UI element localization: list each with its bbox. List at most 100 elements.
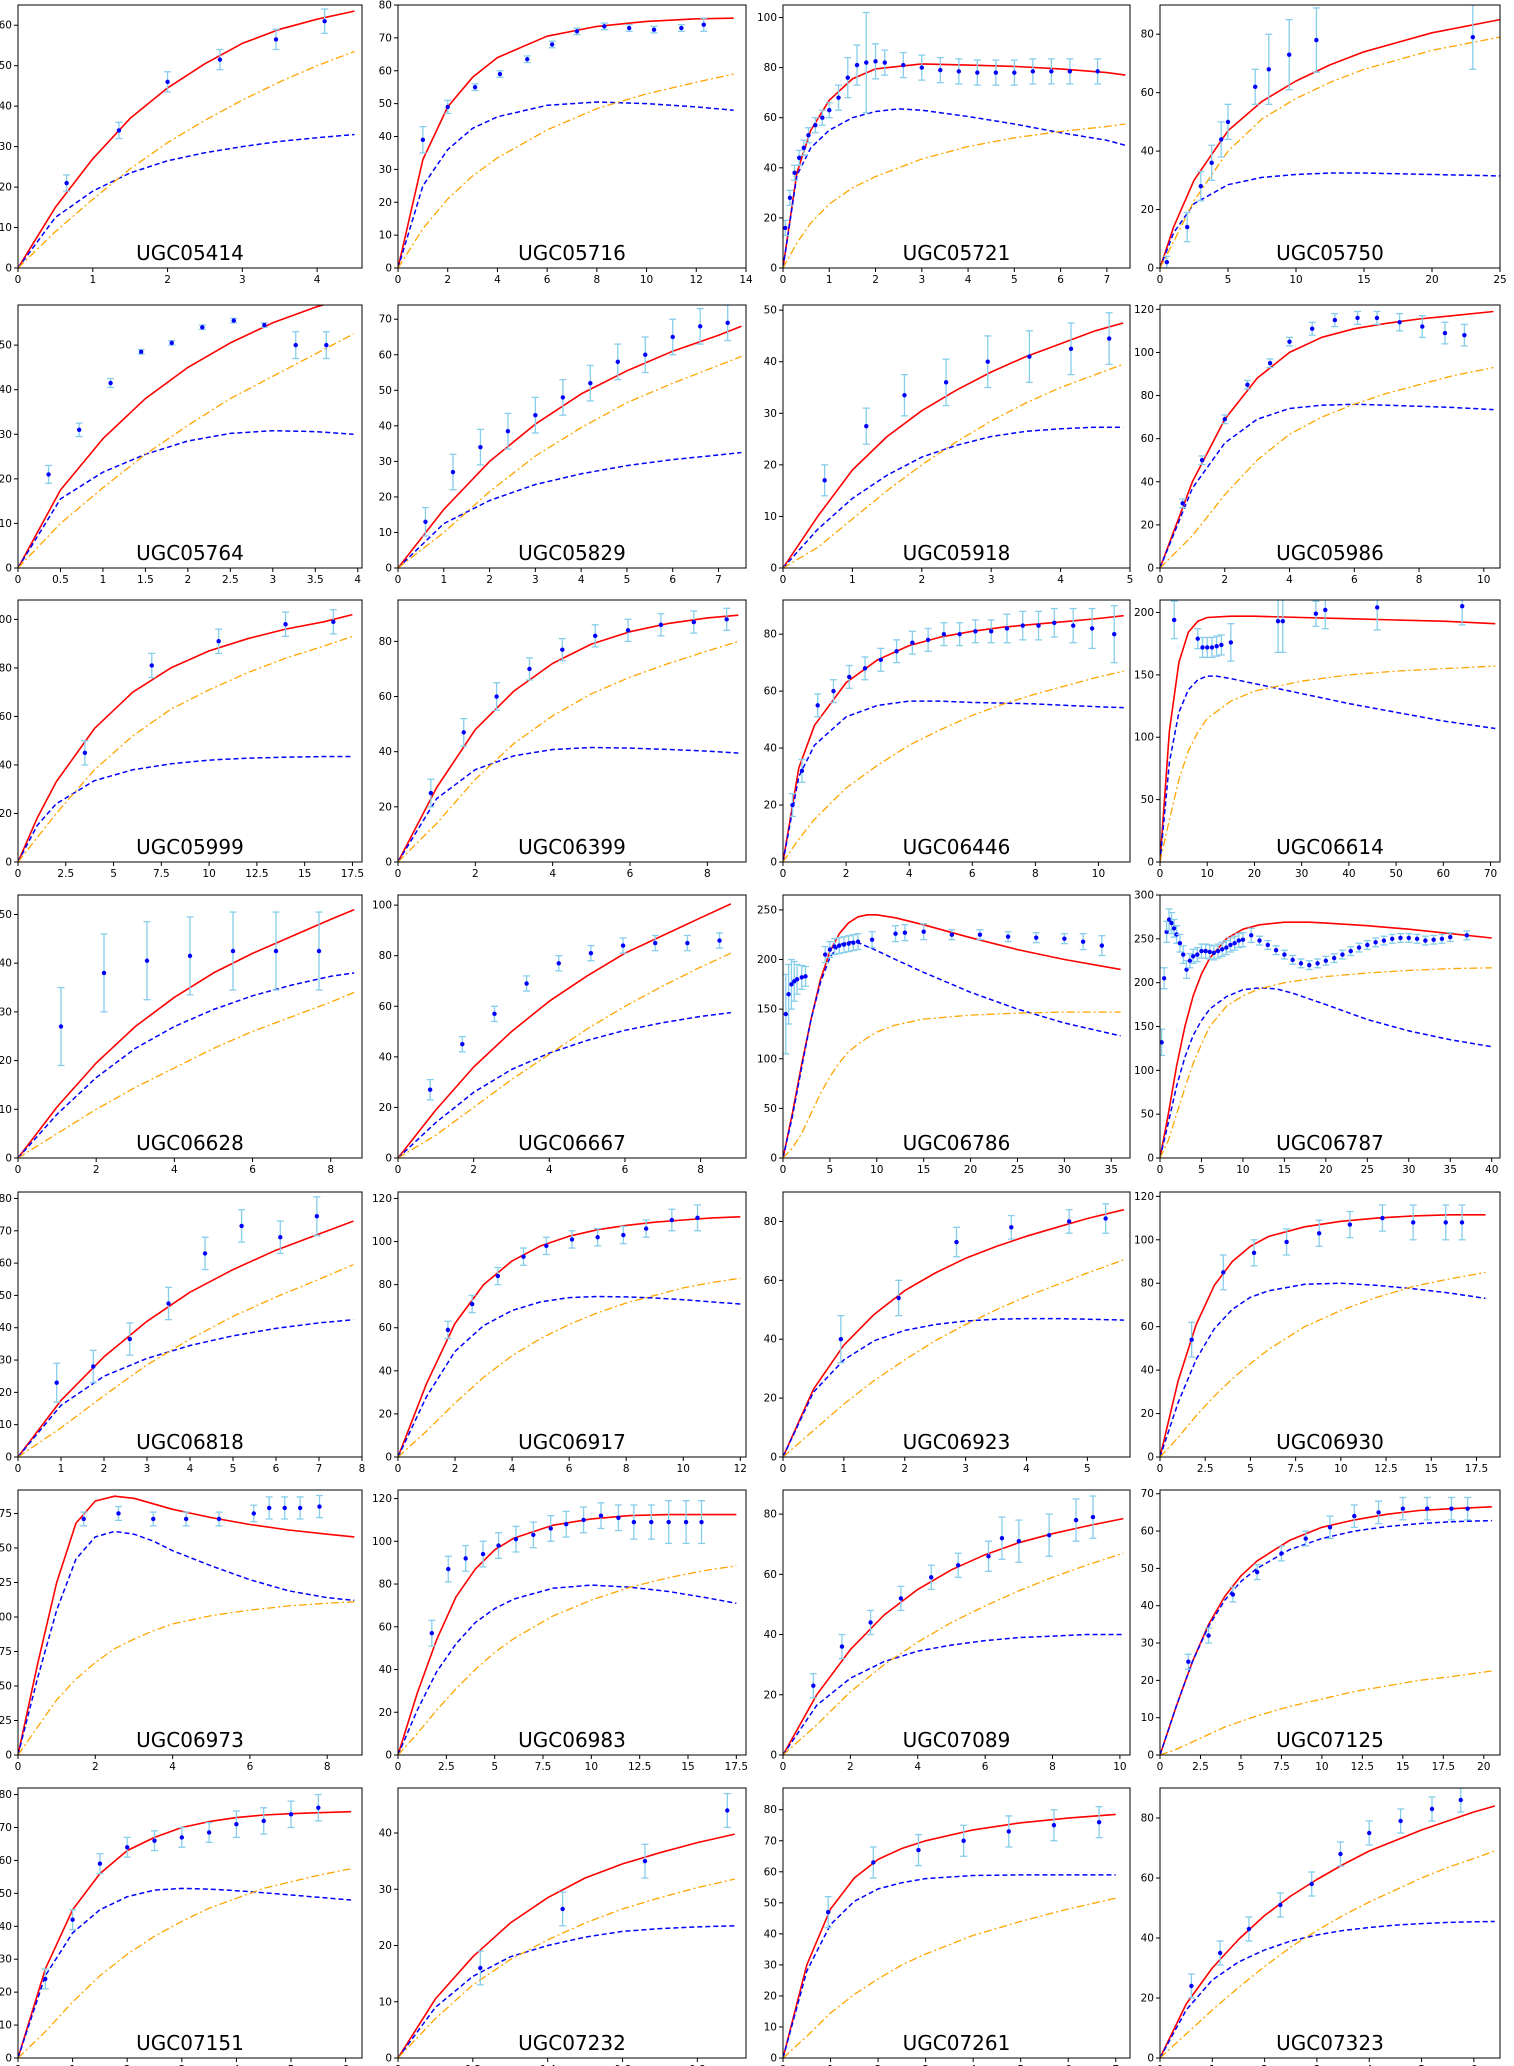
y-tick-label: 40 bbox=[764, 1629, 777, 1641]
data-point bbox=[1389, 936, 1395, 942]
x-tick-label: 7 bbox=[1112, 2064, 1119, 2066]
data-point bbox=[588, 380, 593, 386]
data-point bbox=[91, 1364, 96, 1369]
y-tick-label: 0 bbox=[385, 1452, 392, 1464]
data-point bbox=[1206, 1633, 1211, 1638]
data-point bbox=[1356, 945, 1362, 950]
x-tick-label: 2 bbox=[918, 574, 925, 586]
y-tick-label: 20 bbox=[0, 1987, 12, 1999]
chart-panel: 0123456020406080UGC07323 bbox=[1141, 1787, 1501, 2066]
y-tick-label: 40 bbox=[0, 1921, 12, 1933]
x-tick-label: 10 bbox=[640, 274, 653, 286]
x-tick-label: 3 bbox=[532, 574, 539, 586]
x-tick-label: 6 bbox=[969, 868, 976, 880]
y-tick-label: 40 bbox=[1141, 1933, 1154, 1945]
y-tick-label: 80 bbox=[379, 636, 392, 648]
data-point bbox=[794, 977, 800, 982]
x-tick-label: 7.5 bbox=[1287, 1463, 1304, 1475]
y-tick-label: 100 bbox=[372, 900, 392, 912]
data-point bbox=[1282, 952, 1287, 957]
data-point bbox=[670, 334, 675, 340]
y-tick-label: 250 bbox=[757, 904, 777, 916]
y-tick-label: 50 bbox=[379, 98, 392, 110]
series-baryon-line bbox=[783, 1317, 1124, 1457]
x-tick-label: 5 bbox=[1225, 274, 1232, 286]
x-tick-label: 0 bbox=[395, 1761, 402, 1773]
y-tick-label: 20 bbox=[764, 800, 777, 812]
x-tick-label: 35 bbox=[1444, 1164, 1457, 1176]
y-tick-label: 30 bbox=[1141, 1638, 1154, 1650]
data-point bbox=[1089, 626, 1095, 631]
data-point bbox=[549, 42, 555, 47]
data-point bbox=[278, 1235, 283, 1240]
data-point bbox=[82, 750, 88, 756]
y-tick-label: 20 bbox=[0, 808, 12, 820]
plot-frame bbox=[1159, 1489, 1501, 1756]
data-point bbox=[1375, 605, 1380, 610]
y-tick-label: 0 bbox=[770, 563, 777, 575]
plot-frame bbox=[397, 1191, 747, 1458]
x-tick-label: 4 bbox=[1057, 574, 1064, 586]
data-point bbox=[938, 67, 943, 73]
data-point bbox=[724, 617, 729, 622]
data-point bbox=[811, 1683, 816, 1688]
data-point bbox=[1439, 936, 1445, 942]
data-point bbox=[267, 1505, 272, 1511]
data-point bbox=[1314, 37, 1319, 43]
series-total-line bbox=[18, 10, 355, 268]
data-point bbox=[1221, 1270, 1226, 1275]
x-tick-label: 4 bbox=[578, 574, 585, 586]
plot-frame bbox=[1159, 1191, 1501, 1458]
x-tick-label: 0 bbox=[1157, 274, 1164, 286]
x-tick-label: 4 bbox=[169, 1761, 176, 1773]
y-tick-label: 125 bbox=[0, 1577, 12, 1589]
y-tick-label: 60 bbox=[379, 691, 392, 703]
y-tick-label: 40 bbox=[0, 1322, 12, 1334]
series-halo-line bbox=[783, 363, 1124, 568]
data-point bbox=[1338, 1851, 1343, 1857]
x-tick-label: 2.5 bbox=[222, 574, 239, 586]
x-tick-label: 15 bbox=[1357, 274, 1370, 286]
data-point bbox=[615, 359, 620, 365]
data-point bbox=[1254, 1569, 1260, 1575]
data-point bbox=[1462, 332, 1467, 338]
series-baryon-line bbox=[1160, 403, 1494, 568]
x-tick-label: 1 bbox=[827, 2064, 834, 2066]
y-tick-label: 20 bbox=[764, 212, 777, 224]
data-point bbox=[916, 1847, 921, 1853]
series-halo-line bbox=[1160, 1271, 1486, 1457]
series-halo-line bbox=[18, 1868, 352, 2058]
x-tick-label: 0 bbox=[15, 1164, 22, 1176]
data-point bbox=[97, 1861, 103, 1866]
chart-title: UGC05750 bbox=[1276, 241, 1384, 265]
x-tick-label: 4 bbox=[965, 274, 972, 286]
series-total-line bbox=[18, 1495, 355, 1755]
x-tick-label: 10 bbox=[202, 868, 215, 880]
x-tick-label: 6 bbox=[1065, 2064, 1072, 2066]
y-tick-label: 0 bbox=[1147, 2053, 1154, 2065]
y-tick-label: 50 bbox=[0, 1290, 12, 1302]
series-total-line bbox=[783, 63, 1126, 268]
x-tick-label: 2.5 bbox=[1192, 1761, 1209, 1773]
data-point bbox=[166, 1301, 171, 1306]
data-point bbox=[234, 1822, 239, 1827]
data-point bbox=[642, 1858, 648, 1864]
plot-area bbox=[1160, 600, 1496, 862]
y-tick-label: 30 bbox=[0, 429, 12, 441]
plot-area bbox=[783, 913, 1121, 1158]
chart-title: UGC06973 bbox=[136, 1728, 244, 1752]
x-tick-label: 6 bbox=[1057, 274, 1064, 286]
data-point bbox=[595, 1235, 600, 1240]
y-tick-label: 0 bbox=[5, 563, 12, 575]
data-point bbox=[831, 688, 836, 694]
plot-area bbox=[18, 609, 353, 862]
plot-area bbox=[18, 1793, 352, 2058]
data-point bbox=[1080, 939, 1086, 944]
series-total-line bbox=[783, 913, 1121, 1158]
data-point bbox=[1253, 84, 1258, 90]
y-tick-label: 120 bbox=[1134, 304, 1154, 316]
x-tick-label: 2 bbox=[185, 574, 192, 586]
series-halo-line bbox=[1160, 36, 1500, 268]
data-point bbox=[531, 1532, 536, 1538]
y-tick-label: 0 bbox=[385, 857, 392, 869]
